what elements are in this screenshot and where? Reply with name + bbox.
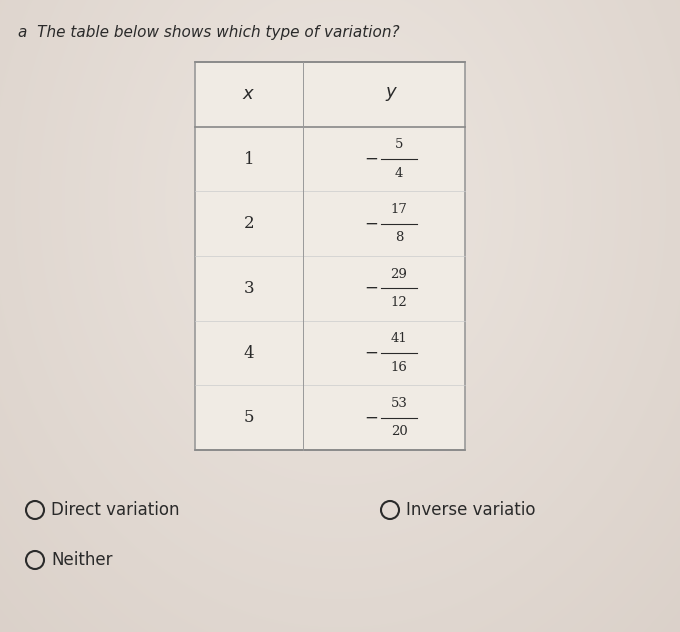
- Text: 2: 2: [243, 215, 254, 232]
- Text: 1: 1: [243, 150, 254, 167]
- Text: 17: 17: [390, 203, 407, 216]
- Text: 4: 4: [243, 344, 254, 362]
- Text: 41: 41: [390, 332, 407, 345]
- Text: 12: 12: [390, 296, 407, 309]
- Text: Neither: Neither: [51, 551, 112, 569]
- Text: 5: 5: [243, 409, 254, 426]
- Text: 8: 8: [395, 231, 403, 245]
- Text: 5: 5: [395, 138, 403, 151]
- Text: 20: 20: [390, 425, 407, 439]
- Text: −: −: [364, 280, 378, 297]
- Text: −: −: [364, 344, 378, 362]
- Text: 4: 4: [395, 167, 403, 179]
- Text: −: −: [364, 215, 378, 232]
- Text: −: −: [364, 150, 378, 167]
- Bar: [195, 62, 465, 450]
- Text: $\it{x}$: $\it{x}$: [242, 85, 256, 104]
- Text: $\it{y}$: $\it{y}$: [386, 85, 398, 104]
- Text: Direct variation: Direct variation: [51, 501, 180, 519]
- Text: 16: 16: [390, 361, 407, 374]
- Text: 3: 3: [243, 280, 254, 297]
- Text: a  The table below shows which type of variation?: a The table below shows which type of va…: [18, 25, 400, 39]
- Text: 29: 29: [390, 267, 407, 281]
- Text: 53: 53: [390, 397, 407, 410]
- Text: −: −: [364, 409, 378, 426]
- Text: Inverse variatio: Inverse variatio: [406, 501, 536, 519]
